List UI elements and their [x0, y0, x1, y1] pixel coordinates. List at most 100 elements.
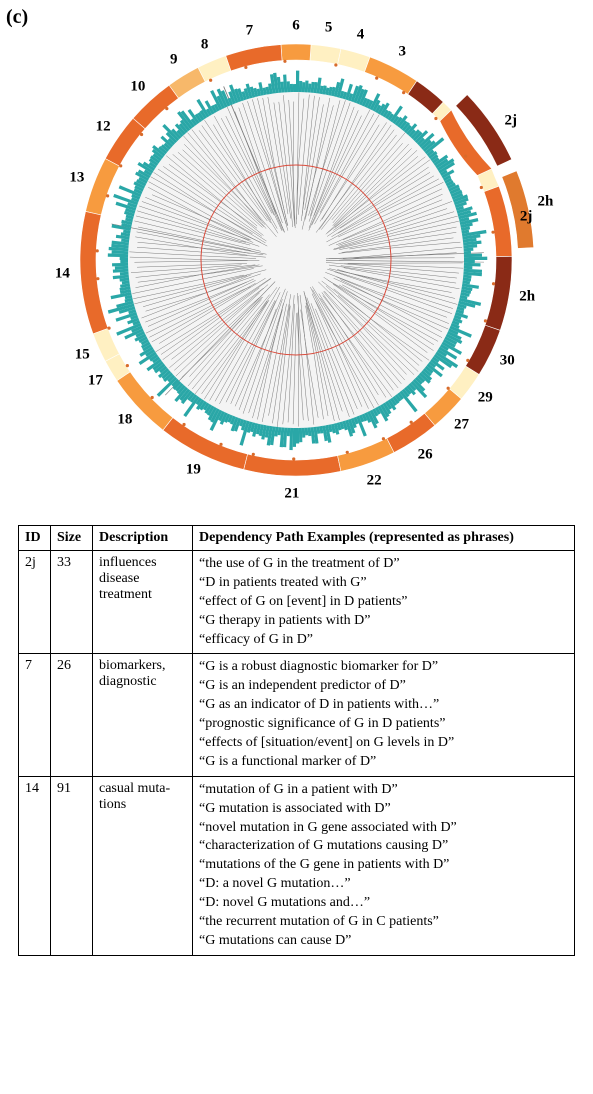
- example-phrase: “D: novel G mutations and…”: [199, 894, 568, 913]
- segment-label: 2h: [519, 288, 535, 305]
- example-phrase: “G as an indicator of D in patients with…: [199, 696, 568, 715]
- segment-label: 19: [186, 462, 201, 479]
- cell-desc: biomarkers, diagnostic: [93, 654, 193, 776]
- ring-segment: [485, 256, 512, 330]
- cell-id: 2j: [19, 551, 51, 654]
- ring-dot: [96, 249, 99, 252]
- segment-label: 12: [96, 119, 111, 136]
- example-phrase: “G is a functional marker of D”: [199, 753, 568, 772]
- cell-id: 14: [19, 776, 51, 955]
- ring-segment: [105, 118, 145, 166]
- example-phrase: “G is a robust diagnostic biomarker for …: [199, 658, 568, 677]
- segment-label: 2j: [504, 112, 517, 129]
- ring-dot: [382, 437, 385, 440]
- example-phrase: “mutation of G in a patient with D”: [199, 781, 568, 800]
- table-row: 2j33influences disease treatment“the use…: [19, 551, 575, 654]
- ring-dot: [480, 186, 483, 189]
- table-header: Dependency Path Examples (represented as…: [193, 526, 575, 551]
- ring-dot: [209, 79, 212, 82]
- ring-dot: [484, 319, 487, 322]
- example-phrase: “G mutations can cause D”: [199, 932, 568, 951]
- ring-dot: [107, 327, 110, 330]
- segment-label: 22: [367, 472, 382, 489]
- cell-id: 7: [19, 654, 51, 776]
- ring-dot: [182, 423, 185, 426]
- cell-size: 33: [51, 551, 93, 654]
- ring-segment: [466, 325, 501, 374]
- example-phrase: “effect of G on [event] in D patients”: [199, 593, 568, 612]
- example-phrase: “mutations of the G gene in patients wit…: [199, 856, 568, 875]
- ring-dot: [346, 451, 349, 454]
- ring-dot: [492, 282, 495, 285]
- segment-label: 21: [284, 485, 299, 502]
- cell-examples: “G is a robust diagnostic biomarker for …: [193, 654, 575, 776]
- ring-dot: [96, 277, 99, 280]
- cell-size: 91: [51, 776, 93, 955]
- ring-segment: [310, 45, 341, 65]
- example-phrase: “novel mutation in G gene associated wit…: [199, 819, 568, 838]
- segment-label: 2h: [538, 194, 554, 211]
- example-phrase: “D in patients treated with G”: [199, 574, 568, 593]
- ring-dot: [292, 457, 295, 460]
- ring-segment: [338, 438, 394, 471]
- example-phrase: “characterization of G mutations causing…: [199, 837, 568, 856]
- ring-dot: [466, 359, 469, 362]
- ring-dot: [402, 91, 405, 94]
- segment-label: 8: [201, 36, 209, 53]
- ring-dot: [165, 107, 168, 110]
- example-phrase: “G is an independent predictor of D”: [199, 677, 568, 696]
- segment-label: 7: [246, 22, 254, 39]
- cell-examples: “mutation of G in a patient with D”“G mu…: [193, 776, 575, 955]
- ring-dot: [334, 63, 337, 66]
- table-header: Size: [51, 526, 93, 551]
- segment-label: 14: [55, 266, 70, 283]
- segment-label: 29: [478, 389, 493, 406]
- table-header: Description: [93, 526, 193, 551]
- segment-label: 4: [357, 27, 365, 44]
- segment-label: 15: [75, 347, 90, 364]
- table-header: ID: [19, 526, 51, 551]
- segment-label: 3: [398, 43, 406, 60]
- ring-segment: [484, 186, 512, 256]
- segment-label: 18: [117, 411, 132, 428]
- circular-svg: [18, 10, 575, 510]
- ring-dot: [283, 60, 286, 63]
- ring-dot: [126, 364, 129, 367]
- ring-dot: [106, 194, 109, 197]
- segment-label: 5: [325, 20, 333, 37]
- example-phrase: “G therapy in patients with D”: [199, 612, 568, 631]
- segment-label: 2j: [520, 209, 533, 226]
- cell-desc: influences disease treatment: [93, 551, 193, 654]
- ring-segment: [281, 44, 311, 60]
- ring-dot: [252, 453, 255, 456]
- cell-desc: casual muta-tions: [93, 776, 193, 955]
- dependency-table: IDSizeDescriptionDependency Path Example…: [18, 525, 575, 956]
- ring-segment: [226, 45, 282, 71]
- ring-dot: [244, 66, 247, 69]
- ring-segment: [364, 57, 416, 94]
- ring-dot: [151, 396, 154, 399]
- ring-dot: [434, 117, 437, 120]
- ring-dot: [140, 133, 143, 136]
- segment-label: 9: [170, 52, 178, 69]
- example-phrase: “D: a novel G mutation…”: [199, 875, 568, 894]
- cell-size: 26: [51, 654, 93, 776]
- segment-label: 6: [292, 18, 300, 35]
- example-phrase: “the recurrent mutation of G in C patien…: [199, 913, 568, 932]
- ring-dot: [410, 421, 413, 424]
- table-row: 1491casual muta-tions“mutation of G in a…: [19, 776, 575, 955]
- ring-segment: [86, 159, 120, 215]
- example-phrase: “effects of [situation/event] on G level…: [199, 734, 568, 753]
- segment-label: 10: [130, 79, 145, 96]
- ring-dot: [219, 443, 222, 446]
- segment-label: 13: [69, 170, 84, 187]
- segment-label: 27: [454, 417, 469, 434]
- segment-label: 30: [500, 352, 515, 369]
- table-header-row: IDSizeDescriptionDependency Path Example…: [19, 526, 575, 551]
- segment-label: 26: [418, 447, 433, 464]
- example-phrase: “G mutation is associated with D”: [199, 800, 568, 819]
- ring-segment: [338, 49, 370, 72]
- cell-examples: “the use of G in the treatment of D”“D i…: [193, 551, 575, 654]
- circular-dendrogram: 345678910121314151718192122262729302h2j2…: [18, 10, 575, 510]
- example-phrase: “efficacy of G in D”: [199, 631, 568, 650]
